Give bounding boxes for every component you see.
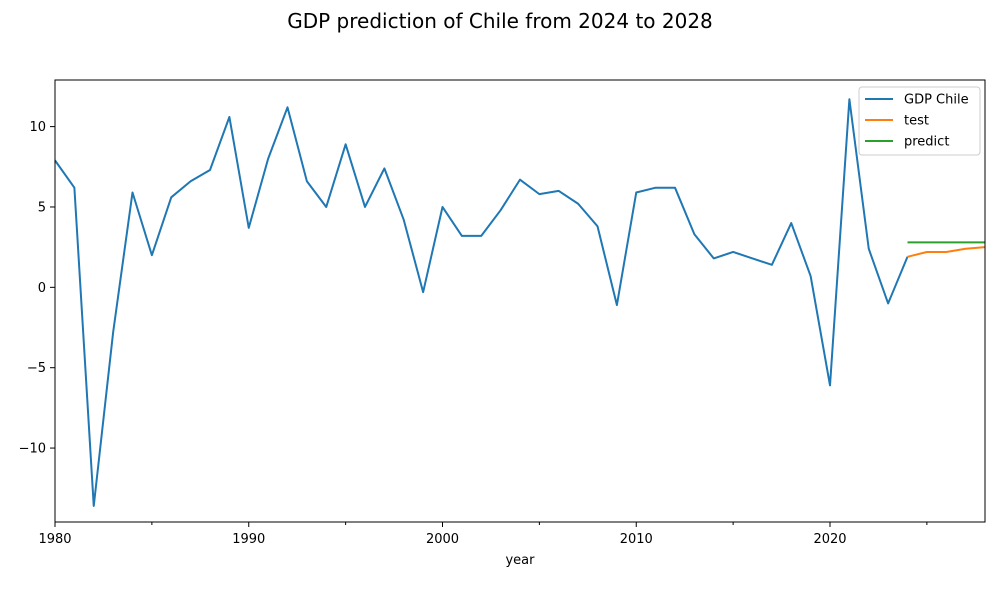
x-tick-label: 2000 [426,532,459,547]
chart-title: GDP prediction of Chile from 2024 to 202… [287,9,713,33]
legend-label-1: test [904,114,929,129]
y-tick-label: 0 [38,281,46,296]
x-axis-label: year [505,553,535,568]
legend-label-0: GDP Chile [904,93,969,108]
legend-label-2: predict [904,135,949,150]
series-layer [54,98,986,507]
legend: GDP Chile test predict [858,86,981,156]
x-tick-label: 2020 [813,532,846,547]
series-line-0 [54,98,909,507]
y-tick-label: −5 [27,361,46,376]
x-tick-label: 2010 [620,532,653,547]
x-axis: 1980 1990 2000 2010 2020 [38,522,928,547]
plot-frame [54,79,986,523]
series-line-1 [907,246,986,258]
legend-box [858,86,981,156]
x-tick-label: 1980 [38,532,71,547]
x-tick-label: 1990 [232,532,265,547]
y-tick-label: 5 [38,200,46,215]
y-axis: −10 −5 0 5 10 [19,120,55,457]
y-tick-label: 10 [29,120,46,135]
y-tick-label: −10 [19,442,46,457]
